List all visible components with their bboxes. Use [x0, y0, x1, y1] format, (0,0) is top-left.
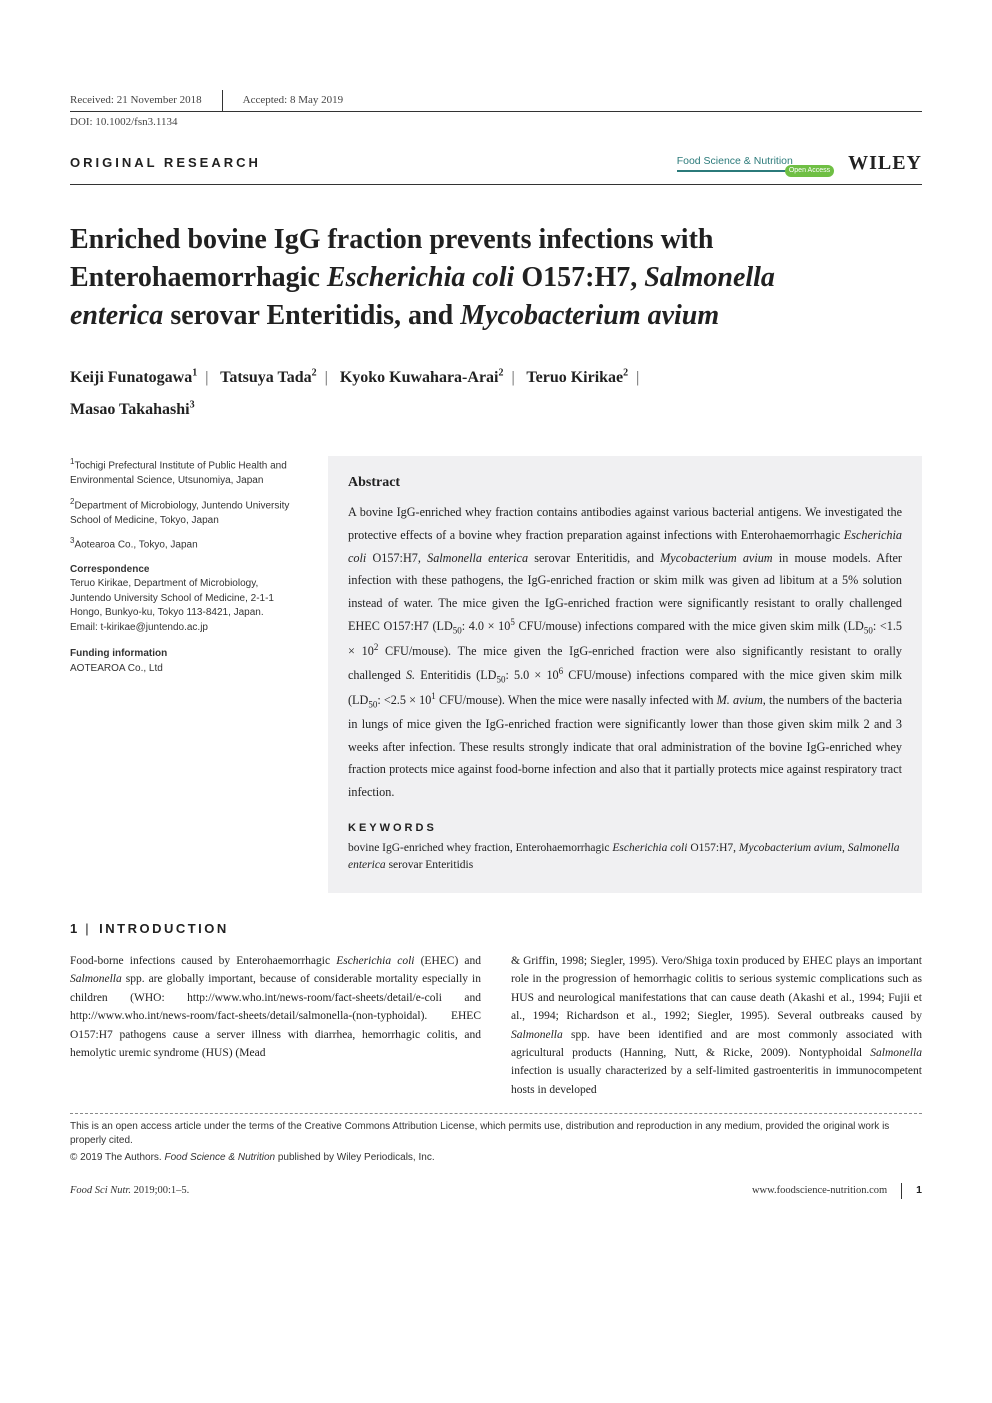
body-column-left: Food-borne infections caused by Enteroha… — [70, 952, 481, 1099]
article-meta: Received: 21 November 2018 Accepted: 8 M… — [70, 90, 922, 112]
author: Teruo Kirikae — [526, 369, 623, 386]
page-footer: Food Sci Nutr. 2019;00:1–5. www.foodscie… — [70, 1183, 922, 1199]
journal-name: Food Science & Nutrition — [677, 154, 793, 173]
received-date: Received: 21 November 2018 — [70, 90, 202, 111]
keywords: bovine IgG-enriched whey fraction, Enter… — [348, 840, 902, 875]
abstract-head: Abstract — [348, 472, 902, 493]
doi: DOI: 10.1002/fsn3.1134 — [70, 114, 922, 131]
author: Keiji Funatogawa — [70, 369, 192, 386]
divider — [70, 1113, 922, 1114]
author: Kyoko Kuwahara-Arai — [340, 369, 499, 386]
accepted-date: Accepted: 8 May 2019 — [222, 90, 344, 111]
correspondence: Teruo Kirikae, Department of Microbiolog… — [70, 577, 300, 621]
publisher-logo: WILEY — [848, 148, 922, 178]
funding-head: Funding information — [70, 647, 300, 662]
footer-url: www.foodscience-nutrition.com — [752, 1183, 887, 1199]
body-text: Food-borne infections caused by Enteroha… — [70, 952, 922, 1099]
author: Masao Takahashi — [70, 401, 190, 418]
affiliations: 1Tochigi Prefectural Institute of Public… — [70, 456, 300, 892]
abstract-body: A bovine IgG-enriched whey fraction cont… — [348, 501, 902, 803]
journal-tag: Food Science & Nutrition Open Access WIL… — [677, 148, 922, 178]
page-number: 1 — [901, 1183, 922, 1199]
keywords-head: KEYWORDS — [348, 820, 902, 837]
correspondence-head: Correspondence — [70, 563, 300, 578]
open-access-badge: Open Access — [785, 165, 834, 178]
body-column-right: & Griffin, 1998; Siegler, 1995). Vero/Sh… — [511, 952, 922, 1099]
funding: AOTEAROA Co., Ltd — [70, 662, 300, 677]
author-list: Keiji Funatogawa1| Tatsuya Tada2| Kyoko … — [70, 362, 922, 426]
copyright: © 2019 The Authors. Food Science & Nutri… — [70, 1151, 922, 1165]
footer-citation: Food Sci Nutr. 2019;00:1–5. — [70, 1183, 189, 1199]
header-row: ORIGINAL RESEARCH Food Science & Nutriti… — [70, 148, 922, 185]
footer-right: www.foodscience-nutrition.com 1 — [752, 1183, 922, 1199]
abstract-box: Abstract A bovine IgG-enriched whey frac… — [328, 456, 922, 892]
affil-abstract-row: 1Tochigi Prefectural Institute of Public… — [70, 456, 922, 892]
section-head: 1|INTRODUCTION — [70, 919, 922, 939]
article-title: Enriched bovine IgG fraction prevents in… — [70, 221, 922, 334]
author: Tatsuya Tada — [220, 369, 311, 386]
license-text: This is an open access article under the… — [70, 1120, 922, 1148]
correspondence-email: Email: t-kirikae@juntendo.ac.jp — [70, 621, 300, 636]
article-type: ORIGINAL RESEARCH — [70, 153, 261, 173]
